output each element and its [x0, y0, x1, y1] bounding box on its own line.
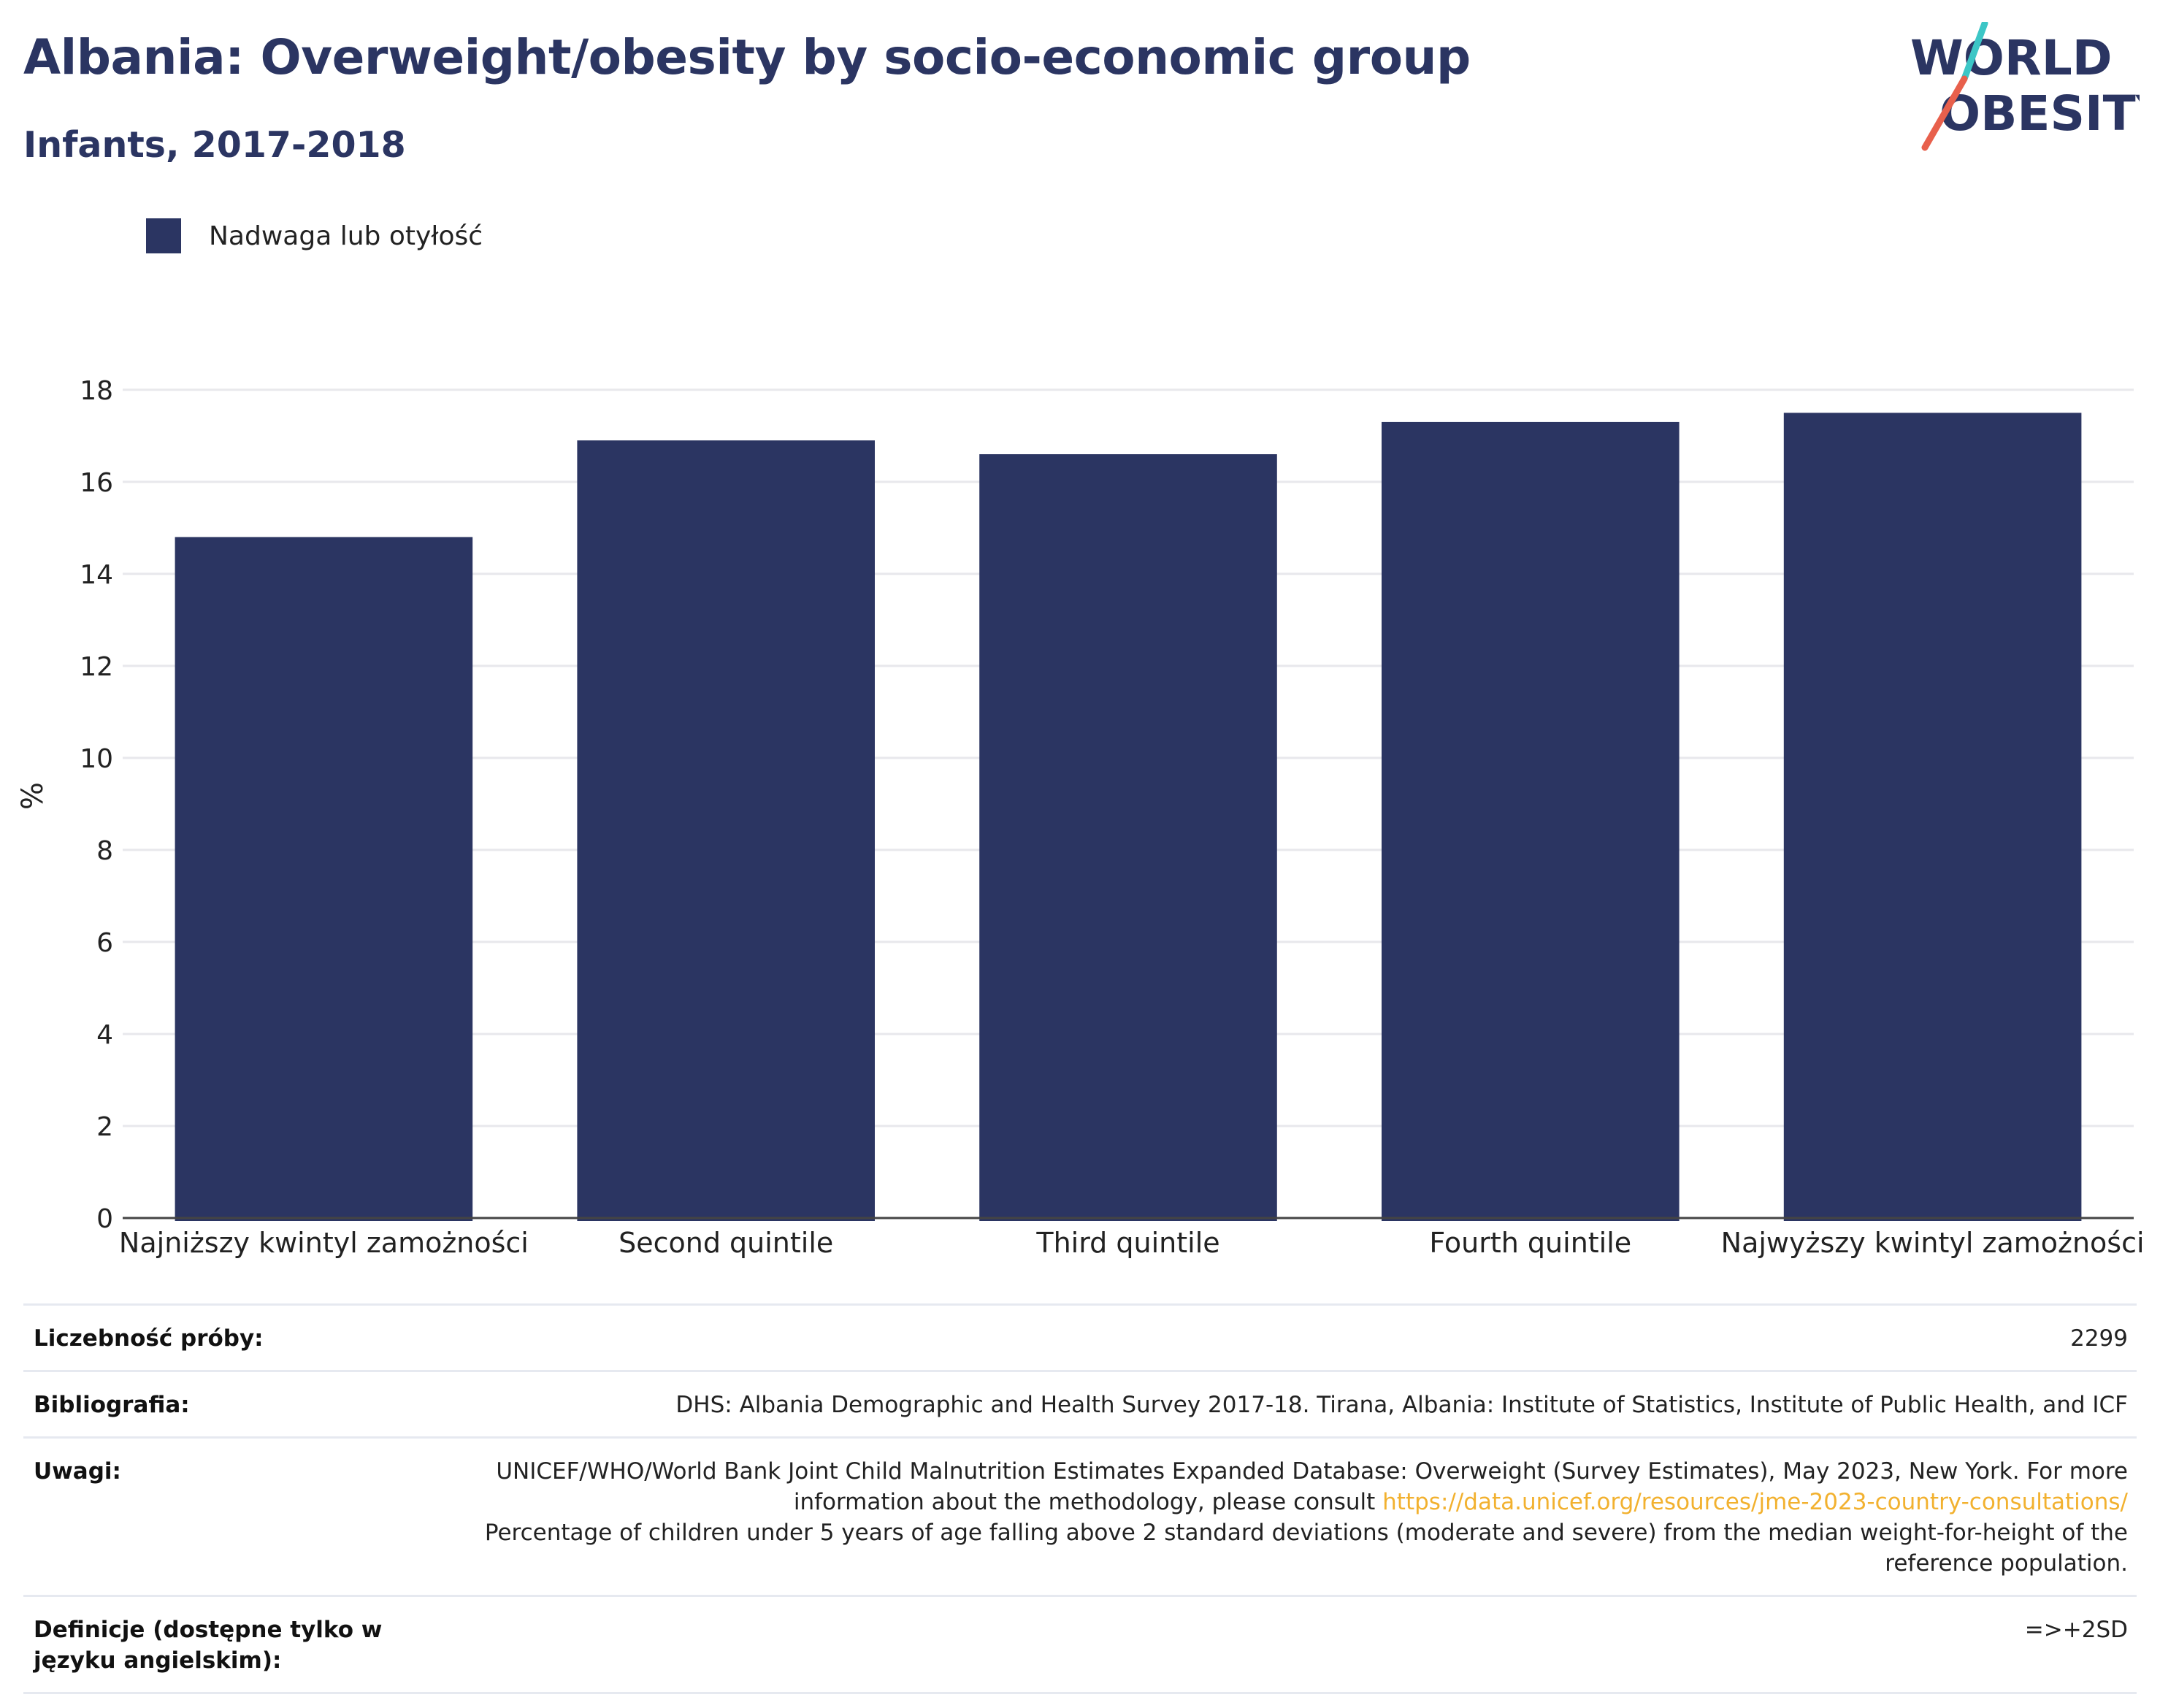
page-subtitle: Infants, 2017-2018 [23, 124, 406, 166]
legend-label: Nadwaga lub otyłość [209, 221, 483, 251]
y-tick-label: 14 [80, 560, 113, 590]
notes-text-2: Percentage of children under 5 years of … [484, 1520, 2128, 1577]
y-tick-label: 8 [96, 836, 113, 866]
x-tick-label: Najniższy kwintyl zamożności [119, 1227, 529, 1259]
bar [979, 454, 1277, 1221]
info-table: Liczebność próby: 2299 Bibliografia: DHS… [23, 1303, 2137, 1694]
y-tick-label: 6 [96, 928, 113, 958]
bar-chart: 0 2 4 6 8 10 12 14 16 18 Najniższy kwintyl zamożno… [16, 376, 2145, 1259]
page-title: Albania: Overweight/obesity by socio-eco… [23, 29, 1471, 85]
sample-value: 2299 [2070, 1325, 2128, 1352]
definitions-label: Definicje (dostępne tylko w języku angie… [34, 1617, 383, 1674]
logo-slash-teal [1961, 22, 1988, 83]
y-tick-label: 10 [80, 744, 113, 774]
y-tick-label: 12 [80, 652, 113, 682]
y-tick-label: 16 [80, 468, 113, 498]
x-tick-label: Third quintile [1035, 1227, 1219, 1259]
y-tick-label: 4 [96, 1020, 113, 1050]
info-row-notes: Uwagi: UNICEF/WHO/World Bank Joint Child… [23, 1436, 2137, 1595]
bar [175, 537, 473, 1221]
legend-swatch [146, 218, 181, 253]
notes-text-1: UNICEF/WHO/World Bank Joint Child Malnut… [496, 1458, 2128, 1515]
x-tick-label: Second quintile [618, 1227, 833, 1259]
notes-label: Uwagi: [34, 1458, 121, 1485]
y-tick-label: 2 [96, 1112, 113, 1142]
y-tick-label: 18 [80, 376, 113, 406]
info-row-definitions: Definicje (dostępne tylko w języku angie… [23, 1595, 2137, 1694]
y-axis-title: % [16, 782, 50, 810]
world-obesity-logo: WORLD OBESITY [1910, 22, 2140, 151]
definitions-value: =>+2SD [2024, 1617, 2128, 1643]
bar [577, 440, 875, 1221]
methodology-link[interactable]: https://data.unicef.org/resources/jme-20… [1382, 1489, 2128, 1515]
bibliography-value: DHS: Albania Demographic and Health Surv… [675, 1392, 2128, 1418]
x-tick-label: Najwyższy kwintyl zamożności [1721, 1227, 2145, 1259]
logo-slash-coral [1921, 75, 1968, 151]
notes-value: UNICEF/WHO/World Bank Joint Child Malnut… [472, 1456, 2128, 1579]
chart-legend[interactable]: Nadwaga lub otyłość [146, 218, 483, 254]
bibliography-label: Bibliografia: [34, 1392, 190, 1418]
sample-label: Liczebność próby: [34, 1325, 264, 1352]
x-tick-label: Fourth quintile [1429, 1227, 1631, 1259]
bar [1783, 413, 2082, 1222]
info-row-sample: Liczebność próby: 2299 [23, 1303, 2137, 1370]
logo-word-obesity: OBESITY [1939, 85, 2140, 142]
bar [1382, 421, 1680, 1221]
logo-word-world: WORLD [1910, 30, 2113, 86]
info-row-bibliography: Bibliografia: DHS: Albania Demographic a… [23, 1370, 2137, 1436]
y-tick-label: 0 [96, 1204, 113, 1234]
